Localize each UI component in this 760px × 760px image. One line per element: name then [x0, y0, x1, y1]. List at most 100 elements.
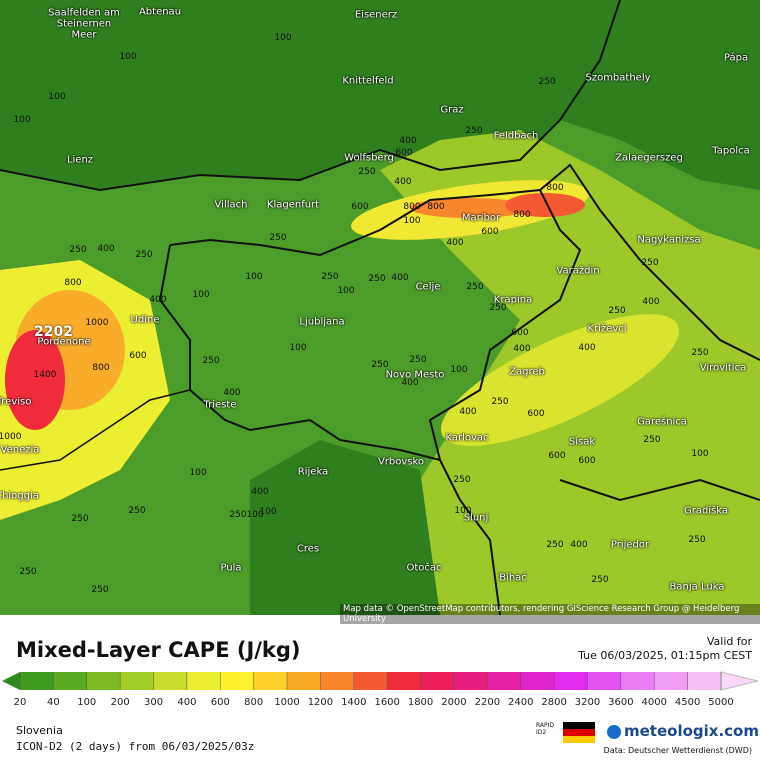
contour-label: 100	[274, 33, 292, 43]
contour-label: 250	[202, 356, 220, 366]
city-label: Klagenfurt	[266, 199, 320, 211]
low-cape-north	[0, 0, 760, 190]
contour-label: 250	[608, 306, 626, 316]
city-label: Graz	[440, 104, 464, 116]
contour-label: 100	[119, 52, 137, 62]
contour-label: 1000	[0, 432, 22, 442]
legend-tick-label: 4500	[674, 697, 701, 708]
contour-label: 100	[13, 115, 31, 125]
city-label: Banja Luka	[669, 581, 725, 593]
cape-peak	[410, 198, 530, 218]
city-label: Gradiška	[683, 505, 729, 517]
contour-label: 600	[129, 351, 147, 361]
contour-label: 800	[427, 202, 445, 212]
cape-peak	[5, 330, 65, 430]
legend-swatch	[587, 672, 622, 690]
contour-label: 250	[229, 510, 247, 520]
legend-tick-label: 1400	[341, 697, 367, 708]
city-label: Celje	[415, 281, 441, 293]
city-label: Virovitica	[699, 362, 747, 374]
contour-label: 400	[642, 297, 660, 307]
legend-tick-label: 200	[110, 697, 130, 708]
city-label: Nagykanizsa	[637, 234, 701, 246]
max-label: 2202	[34, 324, 73, 340]
contour-label: 400	[391, 273, 409, 283]
contour-label: 250	[321, 272, 339, 282]
model: ICON-D2 (2 days) from 06/03/2025/03z	[16, 740, 255, 753]
contour-label: 250	[466, 282, 484, 292]
contour-label: 100	[48, 92, 66, 102]
legend-swatch	[353, 672, 388, 690]
city-label: Villach	[214, 199, 248, 211]
source: Data: Deutscher Wetterdienst (DWD)	[603, 746, 752, 755]
city-label: Abtenau	[138, 6, 182, 18]
city-label: Prijedor	[610, 539, 650, 551]
legend-swatch	[453, 672, 488, 690]
legend-tick-label: 5000	[708, 697, 734, 708]
city-label: Udine	[130, 314, 160, 326]
border	[158, 189, 582, 462]
contour-label: 250	[71, 514, 89, 524]
contour-label: 800	[546, 183, 564, 193]
city-label: Trieste	[203, 399, 237, 411]
city-label: Ljubljana	[299, 316, 345, 328]
rapid-label: RAPID ID2	[536, 722, 555, 736]
city-label: Szombathely	[585, 72, 651, 84]
border	[439, 459, 760, 616]
contour-label: 400	[223, 388, 241, 398]
contour-label: 100	[403, 216, 421, 226]
contour-label: 100	[259, 507, 277, 517]
coast	[0, 389, 191, 471]
legend-tick-label: 600	[210, 697, 230, 708]
contour-label: 100	[246, 510, 264, 520]
contour-label: 250	[358, 167, 376, 177]
legend-arrow	[2, 672, 20, 690]
legend-tick-label: 2800	[541, 697, 567, 708]
contour-label: 250	[371, 360, 389, 370]
border	[0, 0, 621, 192]
contour-label: 250	[269, 233, 287, 243]
legend-tick-label: 4000	[641, 697, 667, 708]
legend-swatch	[53, 672, 88, 690]
contour-label: 400	[394, 177, 412, 187]
legend-swatch	[687, 672, 722, 690]
contour-label: 100	[245, 272, 263, 282]
contour-label: 400	[97, 244, 115, 254]
contour-label: 400	[399, 136, 417, 146]
cape-band	[440, 314, 680, 446]
city-label: Saalfelden am Steinernen Meer	[48, 7, 120, 41]
city-label: Treviso	[0, 396, 32, 408]
contour-label: 800	[403, 202, 421, 212]
contour-label: 400	[251, 487, 269, 497]
city-label: Lienz	[66, 154, 94, 166]
city-label: Novo Mesto	[385, 369, 445, 381]
legend-swatch	[487, 672, 522, 690]
contour-label: 400	[401, 378, 419, 388]
legend-swatch	[220, 672, 255, 690]
contour-label: 400	[578, 343, 596, 353]
city-label: Maribor	[461, 212, 501, 224]
city-label: Venezia	[0, 444, 40, 456]
contour-label: 250	[368, 274, 386, 284]
contour-label: 600	[511, 328, 529, 338]
contour-label: 250	[69, 245, 87, 255]
contour-label: 600	[527, 409, 545, 419]
contour-label: 600	[481, 227, 499, 237]
city-label: Chioggia	[0, 490, 39, 502]
contour-label: 100	[450, 365, 468, 375]
city-label: Zagreb	[509, 366, 545, 378]
region: Slovenia	[16, 724, 63, 737]
contour-label: 250	[691, 348, 709, 358]
legend-tick-label: 800	[244, 697, 264, 708]
contour-label: 600	[395, 148, 413, 158]
legend-tick-label: 20	[13, 697, 27, 708]
valid-label: Valid for	[706, 635, 752, 648]
contour-label: 400	[446, 238, 464, 248]
legend-swatch	[554, 672, 588, 690]
legend-tick-label: 2200	[474, 697, 501, 708]
legend-swatch	[654, 672, 689, 690]
city-label: Križevci	[587, 323, 627, 335]
contour-label: 100	[691, 449, 709, 459]
contour-label: 250	[688, 535, 706, 545]
